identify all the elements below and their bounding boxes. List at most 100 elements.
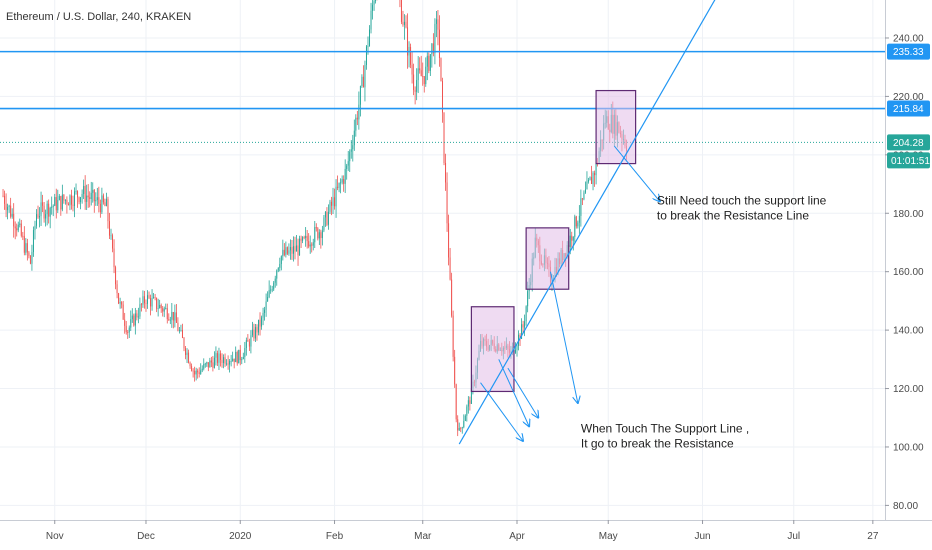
candle-body (210, 360, 212, 363)
x-tick-label: Jun (694, 531, 710, 542)
candle-body (592, 172, 594, 185)
candle-body (467, 400, 469, 407)
candle-body (443, 112, 445, 163)
candle-body (311, 244, 313, 246)
annotation-arrow-4[interactable] (549, 271, 577, 403)
candle-body (212, 362, 214, 368)
candle-body (346, 165, 348, 169)
candle-body (98, 197, 100, 204)
candle-body (461, 427, 463, 429)
candle-body (63, 194, 65, 201)
candle-body (227, 363, 229, 365)
annotation-arrow-3[interactable] (507, 367, 538, 418)
candle-body (584, 189, 586, 193)
candle-body (454, 356, 456, 385)
y-tick-label: 100.00 (893, 442, 924, 453)
candle-body (194, 370, 196, 375)
candle-body (101, 195, 103, 213)
candle-body (326, 211, 328, 225)
candle-body (67, 204, 69, 206)
candle-body (55, 197, 57, 211)
annotation-arrow-5[interactable] (613, 145, 660, 202)
candle-body (22, 235, 24, 237)
candle-body (224, 357, 226, 364)
x-tick-label: 27 (867, 531, 879, 542)
annotation-arrow-2[interactable] (498, 359, 529, 426)
candle-body (230, 360, 232, 362)
candle-body (572, 236, 574, 241)
y-tick-label: 120.00 (893, 384, 924, 395)
candle-body (362, 76, 364, 88)
x-tick-label: Nov (46, 531, 64, 542)
candle-body (276, 270, 278, 279)
candle-body (334, 197, 336, 207)
candles (2, 0, 627, 437)
candle-body (174, 312, 176, 321)
candle-body (283, 249, 285, 255)
candle-body (583, 192, 585, 200)
candle-body (411, 64, 413, 75)
candle-body (327, 211, 329, 225)
candle-body (139, 304, 141, 317)
price-badge-label: 235.33 (893, 47, 924, 58)
candle-body (80, 197, 82, 203)
candle-body (131, 315, 133, 320)
candle-body (121, 302, 123, 305)
candle-body (318, 232, 320, 239)
candle-body (5, 203, 7, 211)
candle-body (133, 315, 135, 326)
candle-body (13, 213, 15, 227)
candle-body (302, 237, 304, 241)
candle-body (267, 297, 269, 302)
candle-body (251, 329, 253, 336)
candle-body (347, 161, 349, 166)
candle-body (254, 327, 256, 339)
y-tick-label: 160.00 (893, 267, 924, 278)
support-trend-line[interactable] (458, 0, 730, 445)
candle-body (127, 332, 129, 333)
candle-body (463, 421, 465, 428)
candle-body (86, 195, 88, 202)
candle-body (241, 359, 243, 361)
candle-body (25, 243, 27, 253)
candle-body (74, 191, 76, 206)
candle-body (229, 361, 231, 365)
candle-body (203, 364, 205, 369)
candle-body (458, 427, 460, 431)
candle-body (589, 177, 591, 181)
price-badge-235.33 (887, 43, 930, 60)
candle-body (405, 21, 407, 28)
candle-body (130, 319, 132, 328)
candle-body (312, 242, 314, 246)
candle-body (265, 301, 267, 310)
candle-body (410, 46, 412, 65)
candle-body (112, 235, 114, 249)
candle-body (20, 223, 22, 236)
price-axis-panel[interactable] (885, 0, 932, 550)
candle-body (431, 43, 433, 55)
candle-body (69, 195, 71, 206)
annotation-arrow-1[interactable] (480, 382, 524, 441)
range-box-3[interactable] (595, 89, 637, 165)
range-box-2[interactable] (525, 227, 570, 290)
countdown-label: 01:01:51 (891, 156, 930, 167)
candle-body (171, 311, 173, 320)
time-axis-panel[interactable] (0, 520, 932, 550)
candle-body (99, 203, 101, 213)
candle-body (186, 352, 188, 355)
annotation-line: It go to break the Resistance (581, 436, 734, 450)
x-tick-label: Mar (414, 531, 432, 542)
y-tick-label: 220.00 (893, 92, 924, 103)
candle-body (314, 227, 316, 243)
annotation-text-1[interactable]: Still Need touch the support line to brea… (657, 193, 827, 222)
candle-body (172, 311, 174, 321)
candle-body (64, 199, 66, 201)
candle-body (107, 198, 109, 222)
candle-body (429, 54, 431, 71)
candle-body (96, 197, 98, 200)
candle-body (142, 296, 144, 305)
annotation-text-2[interactable]: When Touch The Support Line , It go to br… (581, 421, 749, 450)
